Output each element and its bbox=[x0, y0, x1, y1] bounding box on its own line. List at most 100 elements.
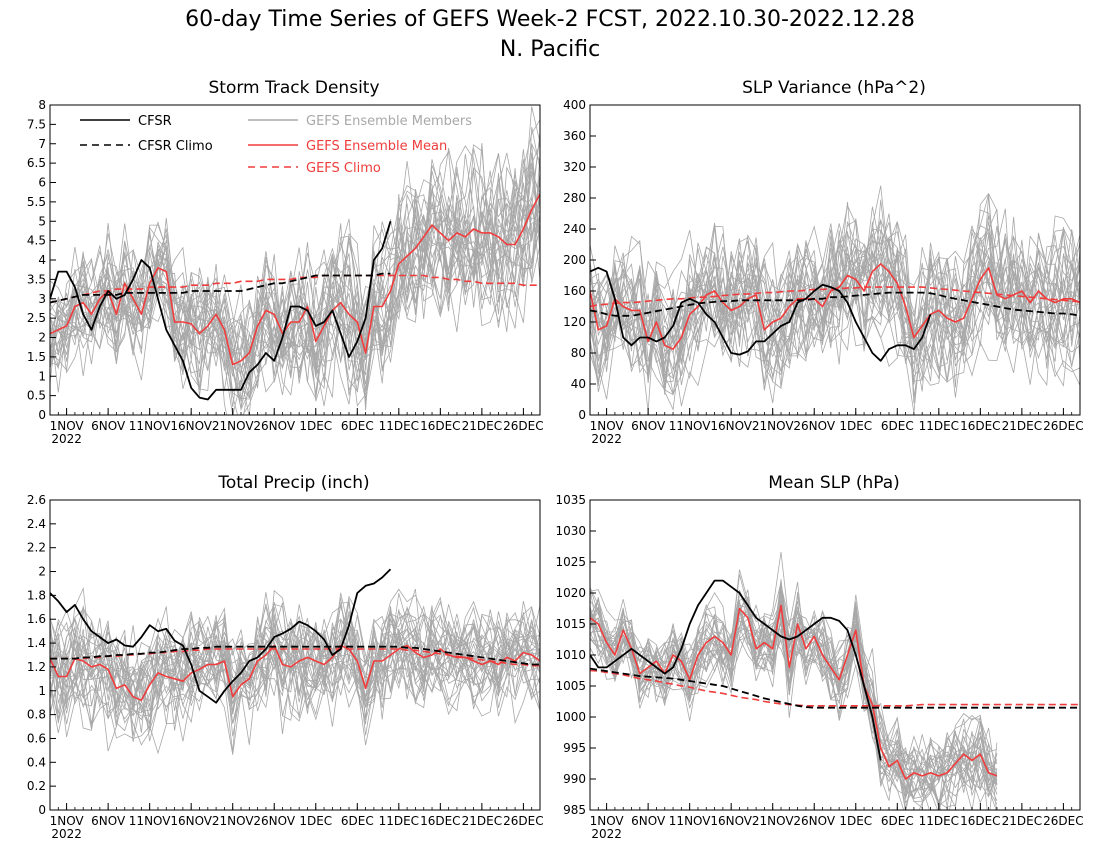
y-tick-label: 1025 bbox=[555, 555, 586, 569]
x-axis: 1NOV 6NOV 11NOV 16NOV 21NOV 26NOV 1DEC 6DEC 11DE… bbox=[50, 803, 544, 841]
x-tick-label: 6NOV bbox=[631, 419, 666, 433]
panel-title-mean-slp: Mean SLP (hPa) bbox=[768, 473, 900, 493]
legend-label-gefs-members: GEFS Ensemble Members bbox=[306, 114, 472, 129]
y-tick-label: 0.8 bbox=[27, 708, 46, 722]
member-line bbox=[590, 220, 1080, 396]
series-cfsr bbox=[590, 266, 932, 362]
member-line bbox=[50, 166, 540, 381]
x-tick-label: 21NOV bbox=[212, 419, 254, 433]
series-cfsr bbox=[50, 221, 392, 401]
y-axis: 985 990 995 1000 1005 1010 1015 1020 1025 1030 103… bbox=[555, 493, 596, 817]
y-tick-label: 2.2 bbox=[27, 541, 46, 555]
y-tick-label: 1010 bbox=[555, 648, 586, 662]
x-tick-label: 1DEC bbox=[839, 814, 872, 828]
x-tick-label: 16DEC bbox=[420, 814, 460, 828]
y-tick-label: 1.6 bbox=[27, 612, 46, 626]
y-tick-label: 2 bbox=[38, 565, 46, 579]
member-line bbox=[590, 194, 1080, 379]
series-lines bbox=[50, 193, 540, 401]
y-tick-label: 1005 bbox=[555, 679, 586, 693]
y-tick-label: 2.4 bbox=[27, 517, 46, 531]
x-tick-label: 26DEC bbox=[1043, 814, 1083, 828]
y-tick-label: 1.8 bbox=[27, 588, 46, 602]
member-line bbox=[50, 159, 540, 389]
series-gefs-climo bbox=[50, 648, 540, 667]
y-tick-label: 1.2 bbox=[27, 660, 46, 674]
y-tick-label: 80 bbox=[571, 346, 586, 360]
member-line bbox=[50, 152, 540, 408]
x-tick-label: 11NOV bbox=[669, 814, 711, 828]
member-line bbox=[50, 605, 540, 721]
member-line bbox=[50, 609, 540, 737]
plot-area-slp-variance: 0 40 80 120 160 200 240 280 320 360 400 1NOV 6NOV 11N… bbox=[563, 98, 1084, 446]
y-tick-label: 2 bbox=[38, 331, 46, 345]
legend-label-gefs-climo: GEFS Climo bbox=[306, 161, 381, 176]
y-tick-label: 5.5 bbox=[27, 195, 46, 209]
member-line bbox=[50, 148, 540, 409]
y-tick-label: 2.5 bbox=[27, 311, 46, 325]
x-tick-label: 6DEC bbox=[881, 419, 914, 433]
member-line bbox=[50, 150, 540, 374]
figure-subtitle: N. Pacific bbox=[500, 37, 600, 62]
y-tick-label: 1 bbox=[38, 684, 46, 698]
x-tick-label: 1NOV bbox=[590, 419, 625, 433]
x-tick-label: 11DEC bbox=[919, 419, 959, 433]
series-lines bbox=[590, 579, 1080, 780]
y-tick-label: 995 bbox=[563, 741, 586, 755]
y-tick-label: 3 bbox=[38, 292, 46, 306]
y-tick-label: 160 bbox=[563, 284, 586, 298]
legend-label-cfsr-climo: CFSR Climo bbox=[138, 139, 213, 154]
plot-frame bbox=[49, 499, 541, 811]
series-cfsr-climo bbox=[50, 645, 540, 666]
x-tick-label: 11NOV bbox=[129, 814, 171, 828]
ensemble-members bbox=[50, 586, 540, 755]
member-line bbox=[50, 607, 540, 717]
y-tick-label: 6.5 bbox=[27, 156, 46, 170]
plot-area-storm-track-density: 0 0.5 1 1.5 2 2.5 3 3.5 4 4.5 5 5.5 6 6.5 7 7.5 8 1NOV 6NO… bbox=[27, 98, 544, 446]
member-line bbox=[590, 551, 998, 810]
x-tick-label: 16NOV bbox=[170, 814, 212, 828]
x-tick-label: 1DEC bbox=[299, 814, 332, 828]
series-gefs-ensemble-mean bbox=[50, 644, 540, 702]
member-line bbox=[590, 206, 1080, 404]
y-tick-label: 2.6 bbox=[27, 493, 46, 507]
y-tick-label: 200 bbox=[563, 253, 586, 267]
y-axis: 0 40 80 120 160 200 240 280 320 360 400 bbox=[563, 98, 596, 422]
x-tick-label: 6NOV bbox=[91, 814, 126, 828]
y-tick-label: 0 bbox=[38, 408, 46, 422]
x-tick-label: 11DEC bbox=[379, 419, 419, 433]
y-tick-label: 0.6 bbox=[27, 731, 46, 745]
ensemble-members bbox=[590, 551, 998, 810]
panel-storm-track-density: Storm Track Density 0 0.5 1 1.5 2 2.5 3 3.5 4 4.5… bbox=[27, 78, 544, 446]
y-tick-label: 40 bbox=[571, 377, 586, 391]
x-tick-label: 1NOV bbox=[590, 814, 625, 828]
member-line bbox=[50, 617, 540, 723]
y-tick-label: 4 bbox=[38, 253, 46, 267]
figure-title: 60-day Time Series of GEFS Week-2 FCST, … bbox=[185, 7, 915, 32]
member-line bbox=[590, 215, 1080, 378]
y-tick-label: 0.4 bbox=[27, 755, 46, 769]
x-year-label: 2022 bbox=[591, 432, 622, 446]
x-tick-label: 21DEC bbox=[1002, 814, 1042, 828]
x-tick-label: 26NOV bbox=[253, 419, 295, 433]
x-tick-label: 21DEC bbox=[462, 814, 502, 828]
member-line bbox=[590, 239, 1080, 404]
member-line bbox=[590, 230, 1080, 386]
y-tick-label: 985 bbox=[563, 803, 586, 817]
y-tick-label: 0 bbox=[578, 408, 586, 422]
y-axis: 0 0.5 1 1.5 2 2.5 3 3.5 4 4.5 5 5.5 6 6.5 7 7.5 8 bbox=[27, 98, 56, 422]
y-tick-label: 7 bbox=[38, 137, 46, 151]
plot-area-total-precip: 0 0.2 0.4 0.6 0.8 1 1.2 1.4 1.6 1.8 2 2.2 2.4 2.6 1NOV… bbox=[27, 493, 544, 841]
member-line bbox=[590, 603, 998, 800]
series-gefs-climo bbox=[590, 669, 1080, 707]
x-tick-label: 11NOV bbox=[129, 419, 171, 433]
panel-title-storm-track-density: Storm Track Density bbox=[208, 78, 379, 98]
member-line bbox=[50, 131, 540, 405]
y-tick-label: 1.4 bbox=[27, 636, 46, 650]
y-tick-label: 8 bbox=[38, 98, 46, 112]
x-tick-label: 11DEC bbox=[379, 814, 419, 828]
legend-label-cfsr: CFSR bbox=[138, 114, 172, 129]
y-tick-label: 1000 bbox=[555, 710, 586, 724]
member-line bbox=[590, 607, 998, 799]
plot-area-mean-slp: 985 990 995 1000 1005 1010 1015 1020 1025 1030 103… bbox=[555, 493, 1083, 841]
